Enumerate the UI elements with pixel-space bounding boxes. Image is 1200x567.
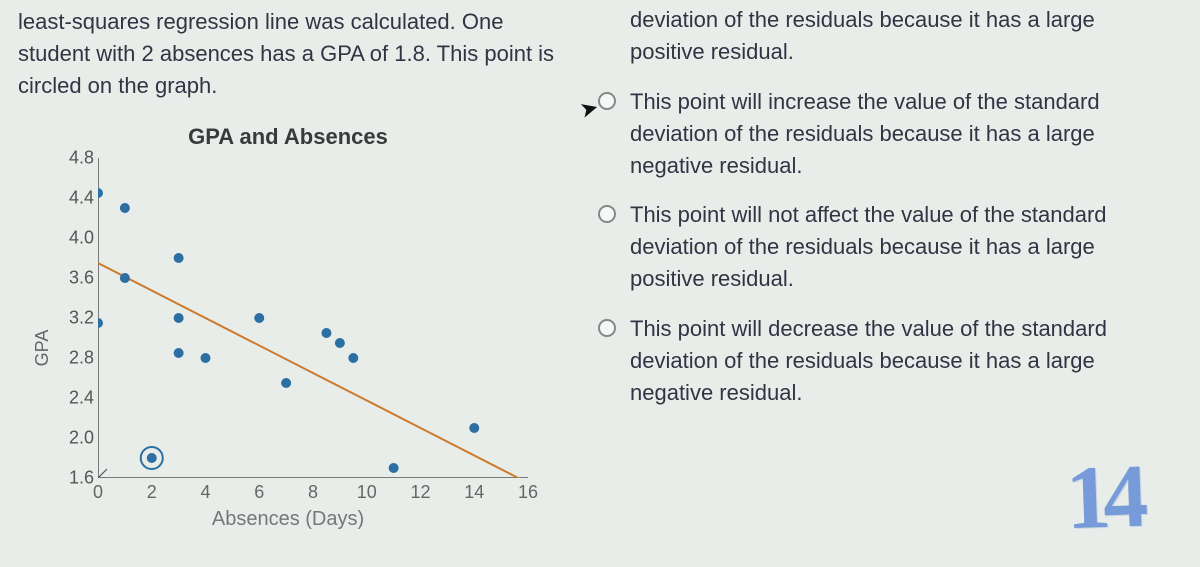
y-tick-label: 2.4 (58, 387, 94, 408)
radio-icon[interactable] (598, 92, 616, 110)
prompt-line-1: least-squares regression line was calcul… (18, 9, 503, 34)
answer-option-b[interactable]: This point will increase the value of th… (598, 86, 1182, 182)
answer-option-c[interactable]: This point will not affect the value of … (598, 199, 1182, 295)
x-tick-label: 12 (410, 482, 430, 503)
y-tick-label: 4.8 (58, 147, 94, 168)
answer-text: negative residual. (630, 153, 802, 178)
chart-title: GPA and Absences (18, 124, 558, 150)
y-tick-label: 1.6 (58, 467, 94, 488)
prompt-line-2: student with 2 absences has a GPA of 1.8… (18, 41, 554, 66)
answer-text: This point will increase the value of th… (630, 89, 1100, 114)
radio-icon[interactable] (598, 319, 616, 337)
y-tick-label: 2.0 (58, 427, 94, 448)
answer-text: deviation of the residuals because it ha… (630, 234, 1095, 259)
radio-icon[interactable] (598, 205, 616, 223)
answer-text: This point will decrease the value of th… (630, 316, 1107, 341)
plot-area (98, 158, 528, 478)
x-tick-label: 4 (200, 482, 210, 503)
y-tick-label: 4.0 (58, 227, 94, 248)
answer-text: This point will not affect the value of … (630, 202, 1107, 227)
x-tick-label: 8 (308, 482, 318, 503)
page-root: least-squares regression line was calcul… (0, 0, 1200, 567)
x-tick-label: 16 (518, 482, 538, 503)
y-tick-label: 4.4 (58, 187, 94, 208)
prompt-line-3: circled on the graph. (18, 73, 217, 98)
scatter-chart: GPA 4.84.44.03.63.22.82.42.01.6 02468101… (28, 158, 548, 538)
x-tick-label: 10 (357, 482, 377, 503)
answer-text: deviation of the residuals because it ha… (630, 121, 1095, 146)
y-axis-label: GPA (32, 329, 53, 366)
question-prompt: least-squares regression line was calcul… (18, 6, 558, 102)
answer-text: deviation of the residuals because it ha… (630, 348, 1095, 373)
answer-option-partial[interactable]: deviation of the residuals because it ha… (598, 4, 1182, 68)
answer-text: positive residual. (630, 39, 794, 64)
y-tick-label: 3.2 (58, 307, 94, 328)
x-tick-label: 2 (147, 482, 157, 503)
x-tick-label: 6 (254, 482, 264, 503)
answer-option-d[interactable]: This point will decrease the value of th… (598, 313, 1182, 409)
y-tick-label: 2.8 (58, 347, 94, 368)
answer-text: positive residual. (630, 266, 794, 291)
answer-text: deviation of the residuals because it ha… (630, 7, 1095, 32)
y-tick-label: 3.6 (58, 267, 94, 288)
handwritten-scribble: 14 (1064, 445, 1142, 551)
x-tick-label: 0 (93, 482, 103, 503)
x-axis-label: Absences (Days) (28, 508, 548, 531)
x-tick-label: 14 (464, 482, 484, 503)
answer-text: negative residual. (630, 380, 802, 405)
question-column: least-squares regression line was calcul… (18, 6, 578, 567)
